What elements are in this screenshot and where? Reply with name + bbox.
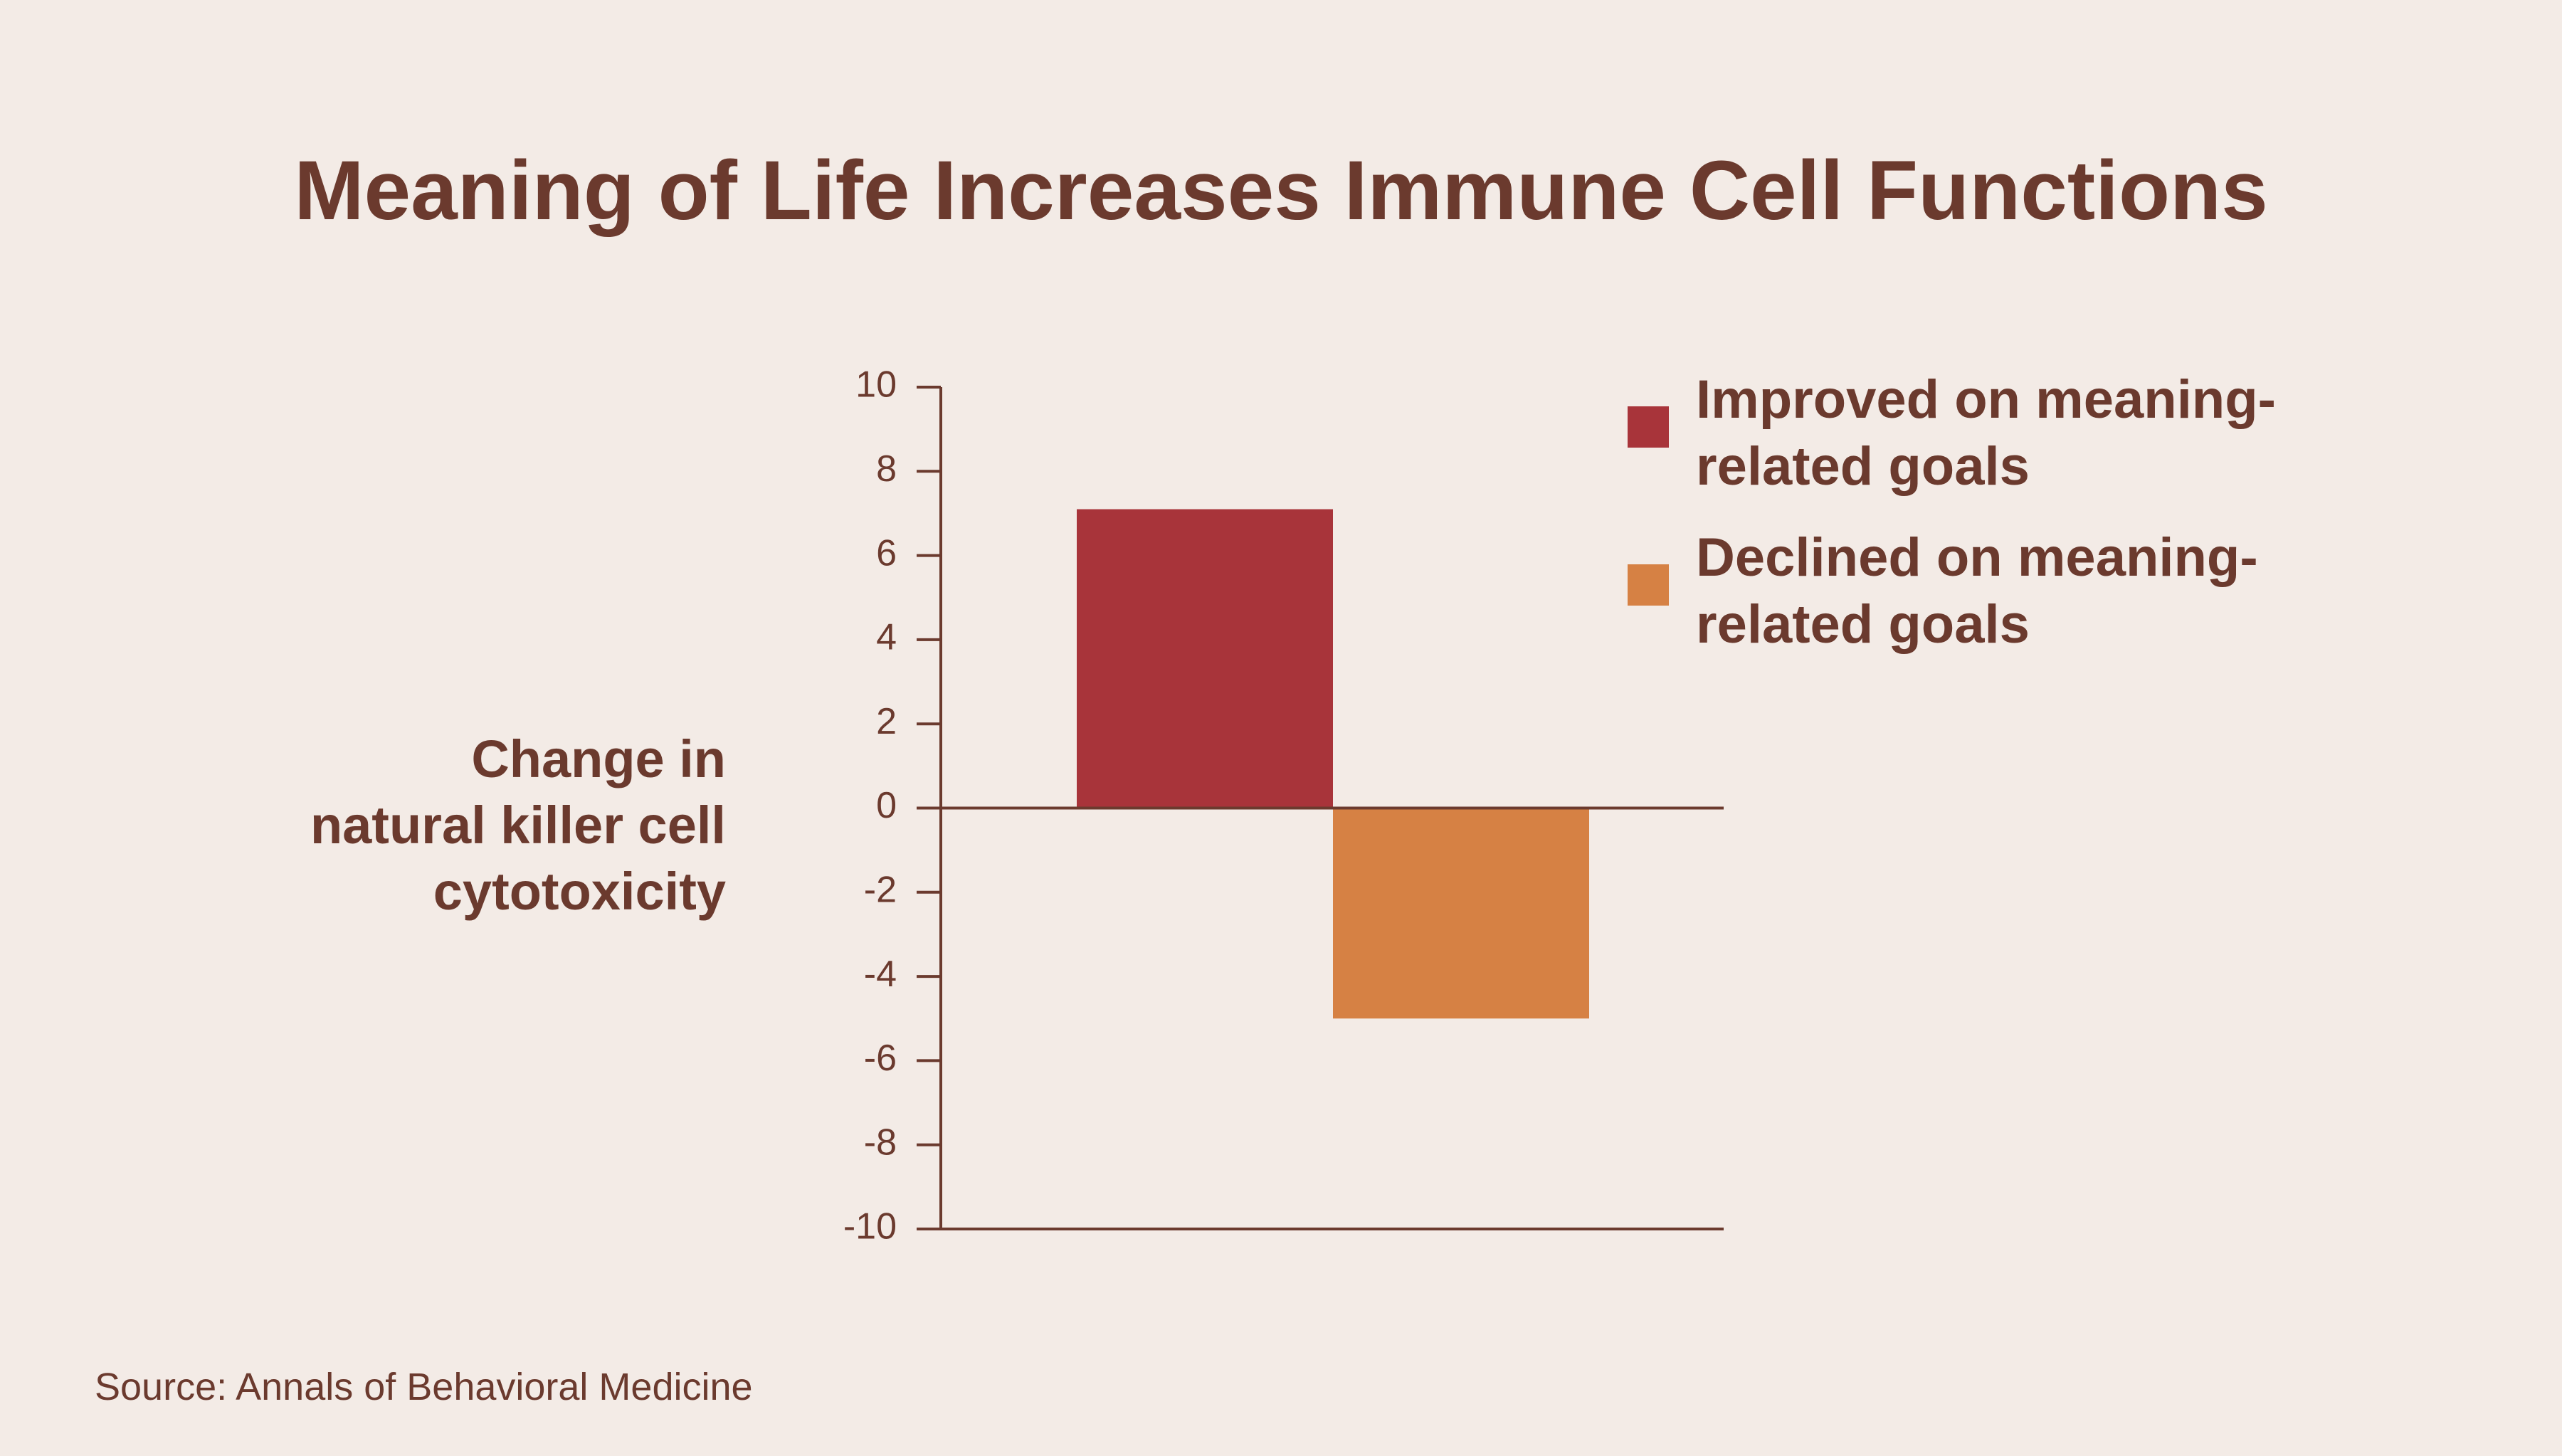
y-tick-label: -4: [864, 954, 897, 995]
y-axis-label: Change in natural killer cell cytotoxici…: [310, 729, 726, 921]
bar: [1333, 808, 1589, 1019]
source-note: Source: Annals of Behavioral Medicine: [95, 1366, 753, 1408]
legend-item: Improved on meaning-related goals: [1628, 366, 2279, 500]
y-tick-label: 4: [876, 617, 897, 658]
y-tick-label: 8: [876, 448, 897, 490]
y-tick-label: 6: [876, 532, 897, 574]
legend-swatch: [1628, 564, 1669, 606]
legend-label: Declined on meaning-related goals: [1696, 527, 2258, 655]
legend-swatch: [1628, 406, 1669, 448]
y-tick-label: 10: [855, 364, 897, 406]
y-tick-label: -10: [843, 1206, 897, 1247]
legend-item: Declined on meaning-related goals: [1628, 524, 2279, 658]
y-tick-label: 0: [876, 785, 897, 826]
y-tick-label: -8: [864, 1122, 897, 1163]
chart-title: Meaning of Life Increases Immune Cell Fu…: [294, 144, 2268, 238]
y-tick-label: -2: [864, 870, 897, 911]
legend: Improved on meaning-related goals Decline…: [1628, 366, 2279, 682]
y-tick-label: 2: [876, 701, 897, 742]
y-tick-label: -6: [864, 1038, 897, 1079]
bar: [1077, 509, 1333, 808]
legend-label: Improved on meaning-related goals: [1696, 369, 2276, 497]
